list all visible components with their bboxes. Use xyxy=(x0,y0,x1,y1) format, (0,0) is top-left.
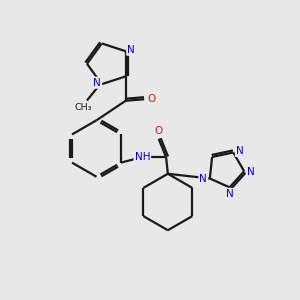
Text: N: N xyxy=(127,45,135,55)
Text: O: O xyxy=(147,94,156,104)
Text: N: N xyxy=(200,174,207,184)
Text: N: N xyxy=(247,167,254,177)
Text: O: O xyxy=(154,126,162,136)
Text: N: N xyxy=(236,146,244,156)
Text: N: N xyxy=(93,78,101,88)
Text: N: N xyxy=(226,189,233,199)
Text: NH: NH xyxy=(135,152,150,162)
Text: CH₃: CH₃ xyxy=(75,103,92,112)
